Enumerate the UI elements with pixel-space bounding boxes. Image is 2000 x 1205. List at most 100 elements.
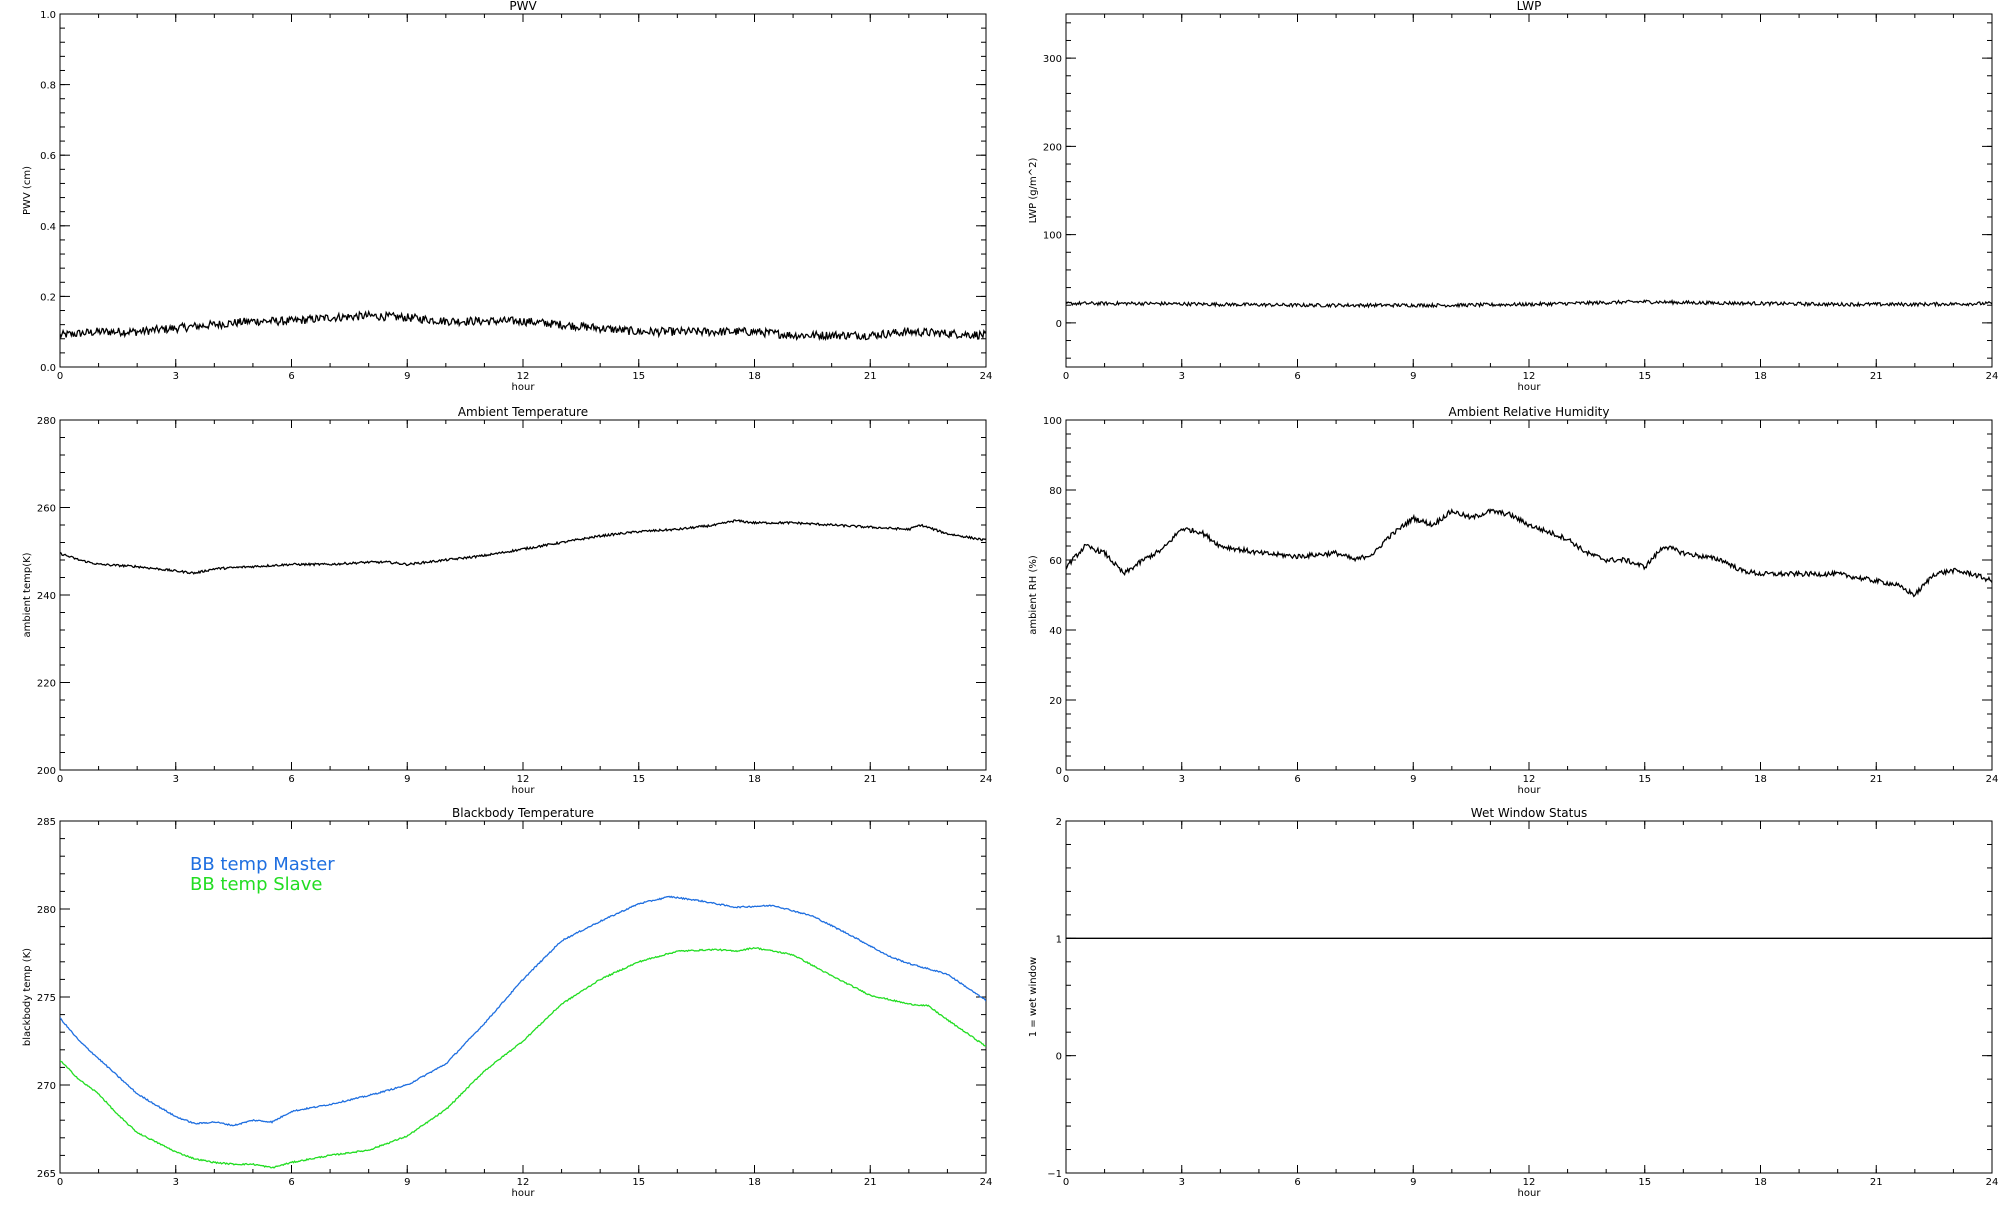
blackbody-temp-xtick-label: 15 [632, 1177, 645, 1188]
wet-window-title: Wet Window Status [1471, 806, 1587, 820]
blackbody-temp-xtick-label: 12 [517, 1177, 530, 1188]
lwp-xtick-label: 15 [1638, 371, 1651, 382]
pwv-xtick-label: 6 [288, 371, 294, 382]
lwp-xlabel: hour [1518, 382, 1542, 393]
lwp-title: LWP [1517, 0, 1542, 13]
ambient-rh-xtick-label: 0 [1063, 774, 1069, 785]
ambient-rh-ylabel: ambient RH (%) [1028, 555, 1039, 635]
wet-window-xtick-label: 18 [1754, 1177, 1767, 1188]
wet-window-xtick-label: 24 [1986, 1177, 1999, 1188]
pwv-plot-frame [59, 13, 987, 368]
ambient-rh-xtick-label: 15 [1638, 774, 1651, 785]
wet-window-xtick-label: 21 [1870, 1177, 1883, 1188]
lwp-xtick-label: 21 [1870, 371, 1883, 382]
ambient-temp-ytick-label: 280 [37, 416, 56, 427]
lwp-ytick-label: 100 [1043, 231, 1062, 242]
ambient-rh-ytick-label: 60 [1049, 556, 1062, 567]
wet-window-ytick-label: 0 [1056, 1052, 1062, 1063]
wet-window-xtick-label: 6 [1294, 1177, 1300, 1188]
ambient-rh-plot-frame [1065, 419, 1993, 771]
ambient-temp-title: Ambient Temperature [458, 405, 588, 419]
pwv-xtick-label: 0 [57, 371, 63, 382]
pwv-ytick-label: 1.0 [40, 10, 56, 21]
wet-window-ytick-label: 1 [1056, 934, 1062, 945]
lwp-ytick-label: 0 [1056, 319, 1062, 330]
blackbody-temp-series-line-1 [60, 946, 986, 1169]
ambient-temp-series-line [60, 519, 986, 575]
pwv-xtick-label: 12 [517, 371, 530, 382]
wet-window-xtick-label: 15 [1638, 1177, 1651, 1188]
pwv-title: PWV [509, 0, 537, 13]
pwv-series-line [60, 309, 986, 342]
ambient-temp-plot-frame [59, 419, 987, 771]
ambient-rh-title: Ambient Relative Humidity [1449, 405, 1610, 419]
wet-window-xtick-label: 3 [1179, 1177, 1185, 1188]
blackbody-temp-panel: Blackbody Temperature 0 3 6 9 12 15 18 21 24 hour 2… [22, 806, 992, 1199]
ambient-rh-ytick-label: 20 [1049, 696, 1062, 707]
ambient-rh-xtick-label: 9 [1410, 774, 1416, 785]
ambient-rh-ytick-label: 80 [1049, 486, 1062, 497]
pwv-ytick-label: 0.0 [40, 363, 56, 374]
ambient-temp-ytick-label: 220 [37, 679, 56, 690]
lwp-xtick-label: 9 [1410, 371, 1416, 382]
wet-window-ytick-label: 2 [1056, 817, 1062, 828]
pwv-xlabel: hour [512, 382, 536, 393]
blackbody-temp-xtick-label: 18 [748, 1177, 761, 1188]
ambient-temp-xtick-label: 21 [864, 774, 877, 785]
ambient-rh-ytick-label: 40 [1049, 626, 1062, 637]
blackbody-temp-xtick-label: 6 [288, 1177, 294, 1188]
ambient-rh-ytick-label: 100 [1043, 416, 1062, 427]
blackbody-temp-ylabel: blackbody temp (K) [22, 948, 33, 1046]
lwp-xtick-label: 0 [1063, 371, 1069, 382]
wet-window-xtick-label: 12 [1523, 1177, 1536, 1188]
blackbody-temp-series-line-0 [60, 895, 986, 1127]
lwp-plot-frame [1065, 13, 1993, 368]
ambient-rh-panel: Ambient Relative Humidity 0 3 6 9 12 15 18 21 24 h… [1028, 405, 1998, 796]
blackbody-temp-legend-entry: BB temp Slave [190, 874, 322, 895]
blackbody-temp-xtick-label: 24 [980, 1177, 993, 1188]
pwv-ytick-label: 0.8 [40, 81, 56, 92]
blackbody-temp-legend-entry: BB temp Master [190, 854, 335, 875]
lwp-xtick-label: 18 [1754, 371, 1767, 382]
wet-window-ytick-label: −1 [1047, 1169, 1062, 1180]
blackbody-temp-title: Blackbody Temperature [452, 806, 594, 820]
ambient-temp-xtick-label: 6 [288, 774, 294, 785]
blackbody-temp-ytick-label: 265 [37, 1169, 56, 1180]
ambient-temp-xtick-label: 24 [980, 774, 993, 785]
blackbody-temp-xlabel: hour [512, 1188, 536, 1199]
wet-window-ylabel: 1 = wet window [1028, 957, 1039, 1037]
blackbody-temp-xtick-label: 9 [404, 1177, 410, 1188]
pwv-xtick-label: 3 [173, 371, 179, 382]
pwv-xtick-label: 18 [748, 371, 761, 382]
blackbody-temp-xtick-label: 3 [173, 1177, 179, 1188]
lwp-xtick-label: 24 [1986, 371, 1999, 382]
pwv-ytick-label: 0.2 [40, 292, 56, 303]
pwv-panel: PWV 0 3 6 9 12 15 18 21 24 hour 0.0 0.2 0.4 0.6 0.8 1.0 P… [22, 0, 992, 393]
lwp-panel: LWP 0 3 6 9 12 15 18 21 24 hour 0 100 200 300 LWP (g/m^… [1028, 0, 1998, 393]
lwp-ytick-label: 300 [1043, 54, 1062, 65]
ambient-temp-xtick-label: 15 [632, 774, 645, 785]
pwv-xtick-label: 24 [980, 371, 993, 382]
ambient-temp-panel: Ambient Temperature 0 3 6 9 12 15 18 21 24 hour 200… [22, 405, 992, 796]
lwp-ylabel: LWP (g/m^2) [1028, 158, 1039, 224]
ambient-temp-xlabel: hour [512, 785, 536, 796]
blackbody-temp-ytick-label: 270 [37, 1081, 56, 1092]
blackbody-temp-ytick-label: 275 [37, 993, 56, 1004]
wet-window-xtick-label: 9 [1410, 1177, 1416, 1188]
lwp-xtick-label: 12 [1523, 371, 1536, 382]
ambient-rh-xlabel: hour [1518, 785, 1542, 796]
blackbody-temp-xtick-label: 21 [864, 1177, 877, 1188]
pwv-ytick-label: 0.6 [40, 151, 56, 162]
blackbody-temp-xtick-label: 0 [57, 1177, 63, 1188]
ambient-temp-xtick-label: 0 [57, 774, 63, 785]
ambient-rh-xtick-label: 3 [1179, 774, 1185, 785]
ambient-temp-xtick-label: 3 [173, 774, 179, 785]
ambient-temp-xtick-label: 18 [748, 774, 761, 785]
blackbody-temp-ytick-label: 280 [37, 905, 56, 916]
ambient-rh-xtick-label: 24 [1986, 774, 1999, 785]
pwv-xtick-label: 21 [864, 371, 877, 382]
